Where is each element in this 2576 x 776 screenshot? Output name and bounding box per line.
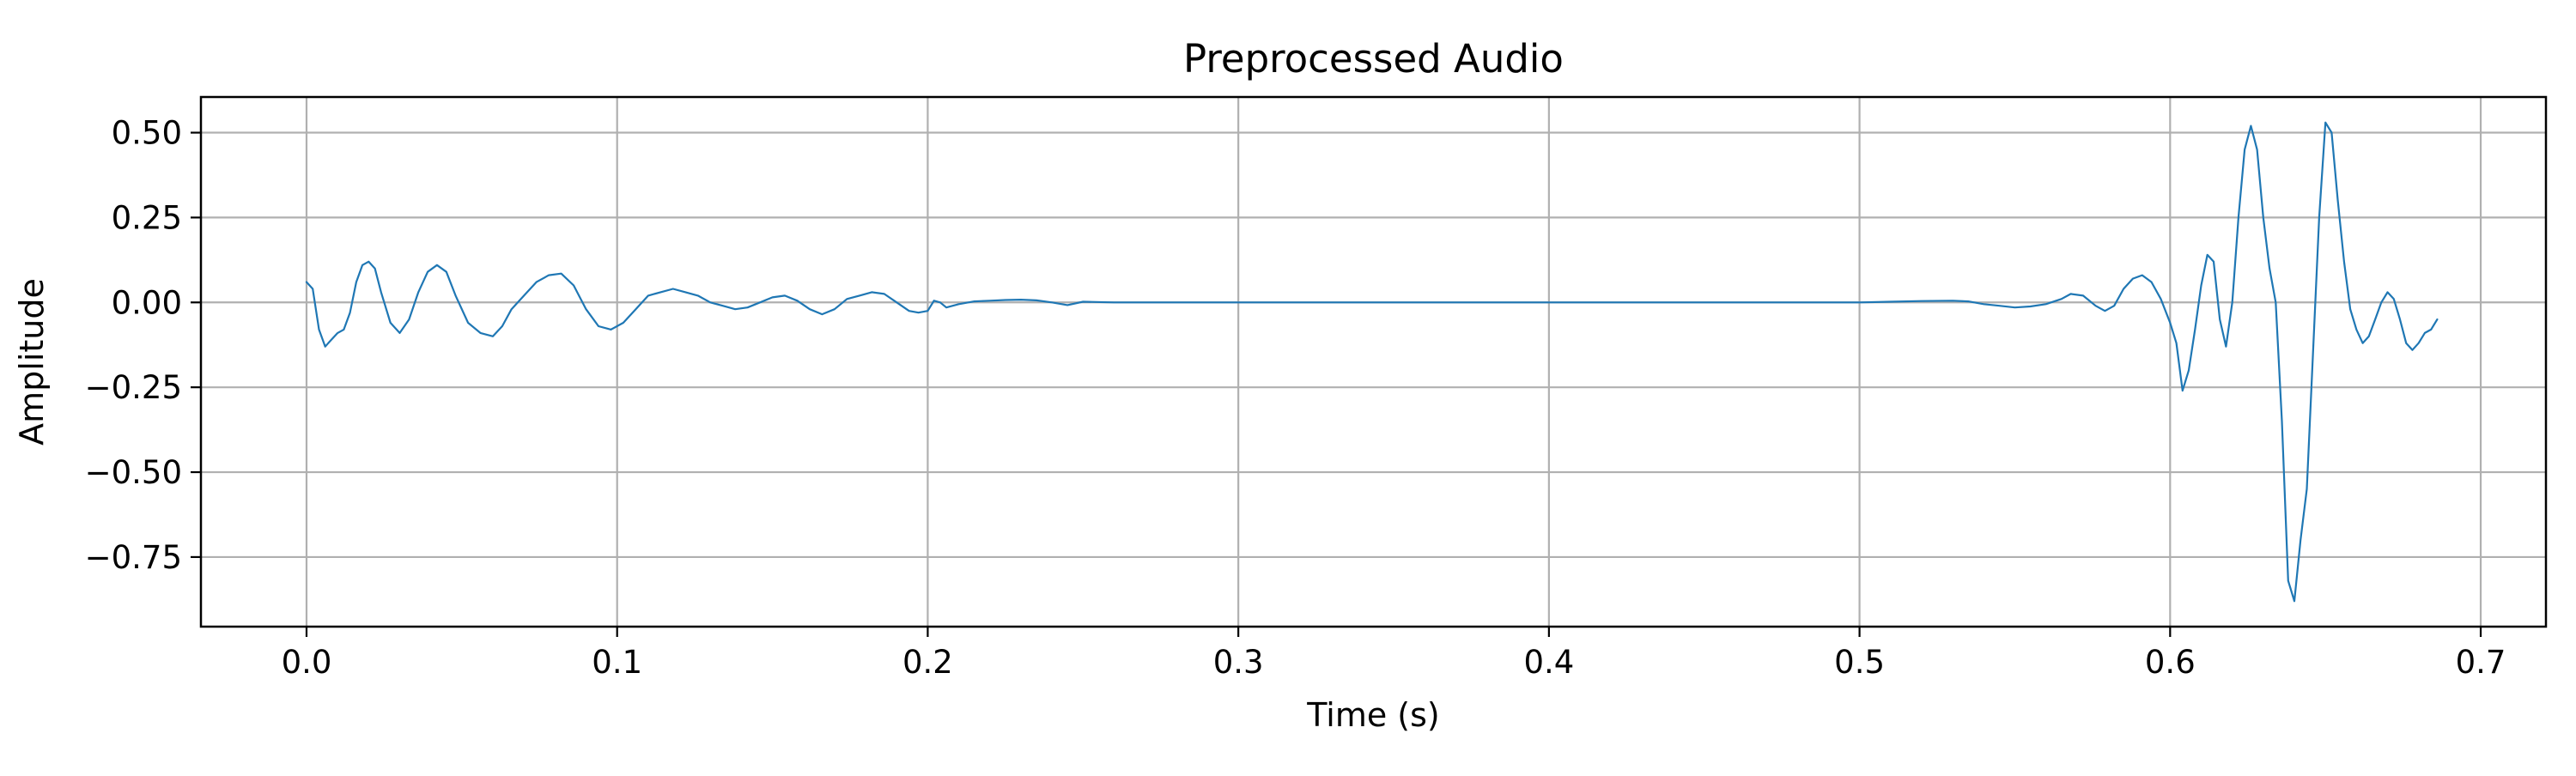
x-tick-label: 0.0 xyxy=(282,644,332,681)
y-tick-label: 0.50 xyxy=(112,115,182,152)
x-axis: 0.0 0.1 0.2 0.3 0.4 0.5 0.6 0.7 xyxy=(282,627,2506,681)
y-axis: 0.50 0.25 0.00 −0.25 −0.50 −0.75 xyxy=(85,115,201,576)
y-tick-label: −0.25 xyxy=(85,369,182,406)
y-tick-label: 0.25 xyxy=(112,199,182,236)
x-tick-label: 0.3 xyxy=(1213,644,1264,681)
series-layer xyxy=(305,121,2439,603)
y-tick-label: −0.75 xyxy=(85,539,182,576)
chart-title: Preprocessed Audio xyxy=(1183,36,1564,82)
x-tick-label: 0.6 xyxy=(2145,644,2196,681)
y-axis-label: Amplitude xyxy=(13,278,51,446)
x-axis-label: Time (s) xyxy=(1306,696,1440,734)
x-tick-label: 0.1 xyxy=(592,644,642,681)
waveform-line xyxy=(305,121,2439,603)
x-tick-label: 0.5 xyxy=(1834,644,1885,681)
y-tick-label: 0.00 xyxy=(112,284,182,321)
x-tick-label: 0.4 xyxy=(1523,644,1574,681)
y-tick-label: −0.50 xyxy=(85,454,182,491)
x-tick-label: 0.7 xyxy=(2456,644,2506,681)
grid xyxy=(201,97,2546,627)
x-tick-label: 0.2 xyxy=(902,644,953,681)
plot-frame xyxy=(199,95,2548,628)
